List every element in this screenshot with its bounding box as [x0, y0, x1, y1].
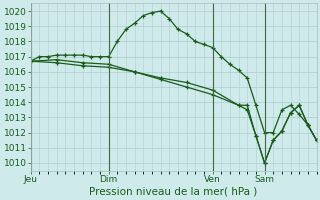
- X-axis label: Pression niveau de la mer( hPa ): Pression niveau de la mer( hPa ): [90, 187, 258, 197]
